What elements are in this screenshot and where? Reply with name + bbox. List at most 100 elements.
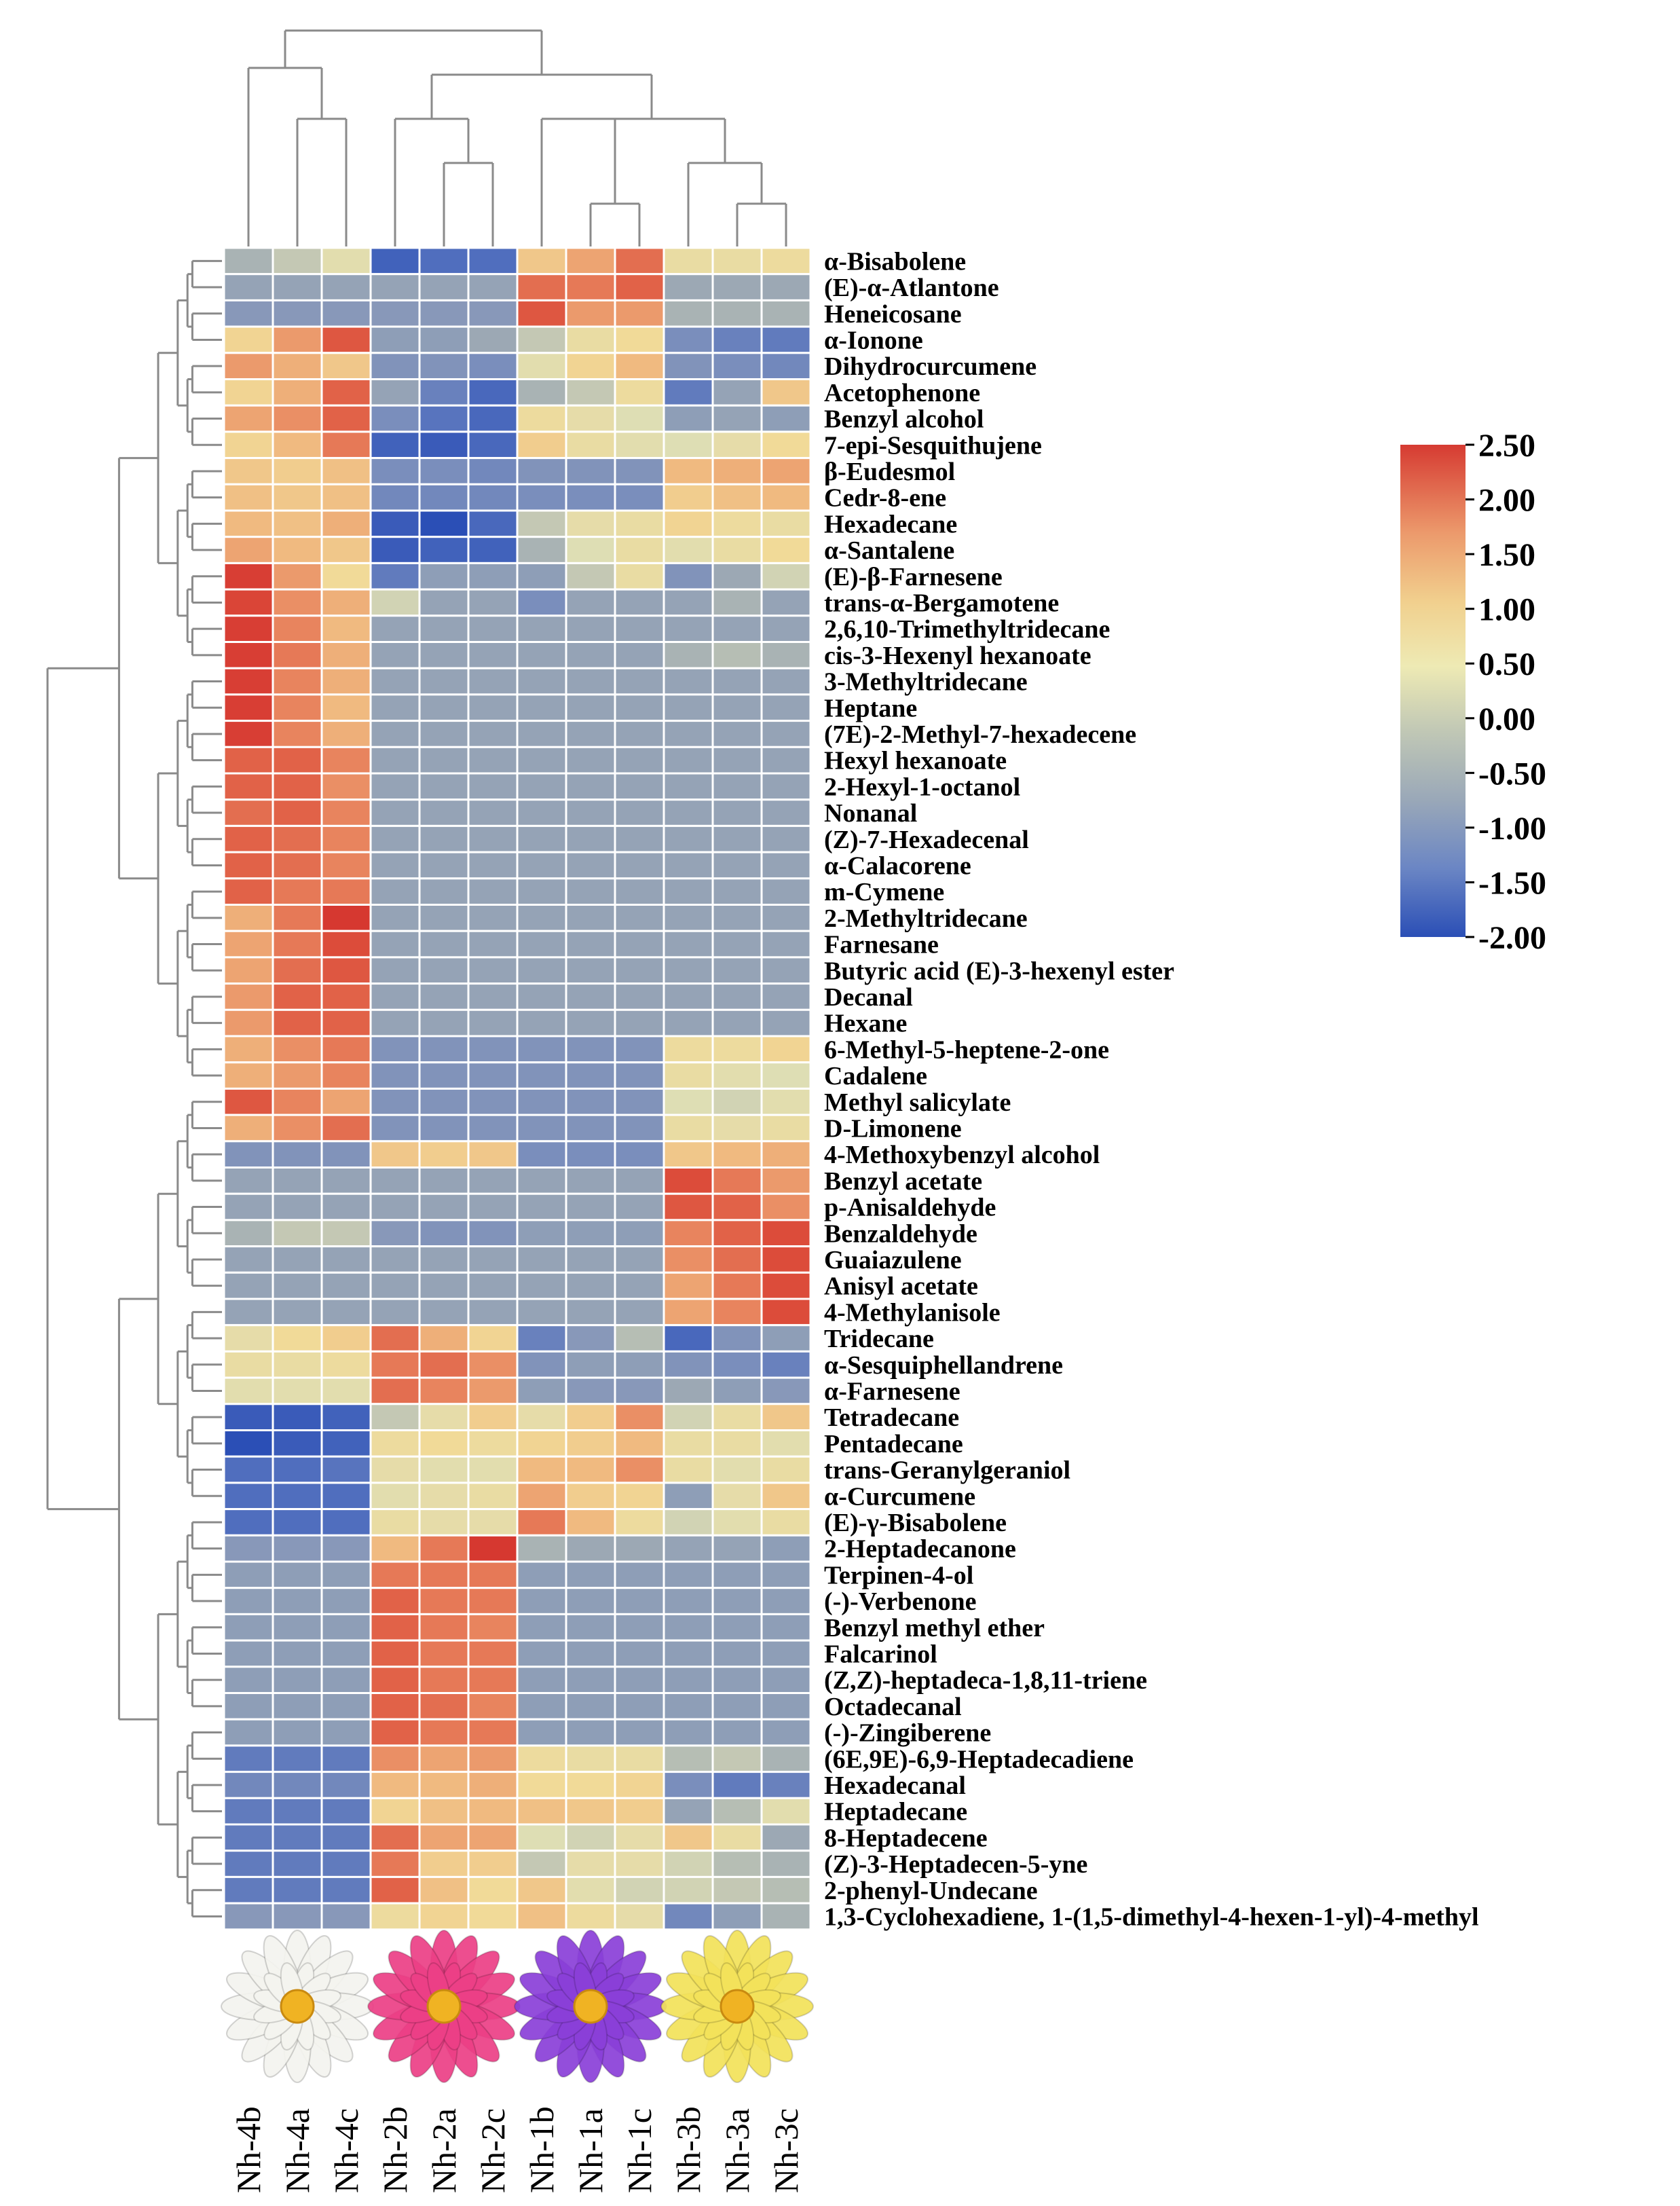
heatmap-cell [467,588,519,617]
heatmap-cell [467,667,519,696]
heatmap-cell [662,720,714,748]
heatmap-cell [565,246,616,276]
heatmap-cell [760,1455,812,1484]
heatmap-cell [272,667,323,696]
heatmap-cell [320,299,372,328]
heatmap-cell [320,1429,372,1458]
heatmap-cell [467,982,519,1011]
heatmap-cell [467,1298,519,1327]
row-label: β-Eudesmol [824,458,955,486]
heatmap-cell [272,641,323,669]
row-label: Octadecanal [824,1693,962,1721]
heatmap-cell [272,246,323,276]
heatmap-cell [614,483,665,512]
heatmap-cell [614,299,665,328]
heatmap-cell [223,982,274,1011]
heatmap-cell [272,1560,323,1589]
heatmap-cell [614,1087,665,1116]
heatmap-cell [614,1376,665,1405]
heatmap-cell [516,273,567,301]
row-label: Anisyl acetate [824,1272,978,1301]
heatmap-cell [760,1823,812,1852]
heatmap-cell [369,483,421,512]
heatmap-cell [369,588,421,617]
heatmap-cell [711,1008,763,1037]
heatmap-cell [662,956,714,985]
heatmap-cell [711,904,763,932]
heatmap-cell [565,299,616,328]
heatmap-cell [467,1403,519,1432]
heatmap-cell [516,1508,567,1537]
heatmap-cell [418,483,470,512]
heatmap-cell [369,352,421,380]
color-scale-bar [1400,445,1466,937]
heatmap-cell [223,956,274,985]
heatmap-cell [516,1166,567,1195]
heatmap-cell [418,299,470,328]
heatmap-cell [711,641,763,669]
heatmap-cell [614,404,665,433]
heatmap-cell [711,798,763,827]
heatmap-cell [320,1797,372,1826]
heatmap-cell [760,1482,812,1511]
heatmap-cell [418,667,470,696]
heatmap-cell [614,246,665,276]
heatmap-cell [369,1771,421,1799]
heatmap-cell [760,1692,812,1721]
heatmap-cell [223,904,274,932]
heatmap-cell [272,352,323,380]
heatmap-cell [760,1639,812,1668]
heatmap-cell [467,299,519,328]
heatmap-cell [516,352,567,380]
heatmap-cell [760,982,812,1011]
heatmap-cell [320,352,372,380]
heatmap-cell [223,746,274,775]
heatmap-cell [662,1008,714,1037]
heatmap-cell [565,1271,616,1300]
heatmap-cell [320,457,372,485]
heatmap-cell [711,1560,763,1589]
heatmap-cell [614,378,665,407]
heatmap-cell [418,536,470,564]
row-label: Pentadecane [824,1430,963,1458]
row-label: α-Calacorene [824,851,971,880]
heatmap-cell [760,1744,812,1773]
heatmap-cell [418,562,470,591]
heatmap-cell [418,1192,470,1221]
heatmap-cell [662,614,714,643]
heatmap-cell [614,1008,665,1037]
heatmap-cell [467,404,519,433]
heatmap-cell [223,1324,274,1353]
heatmap-cell [223,1482,274,1511]
heatmap-cell [565,588,616,617]
row-label: 8-Heptadecene [824,1824,988,1852]
heatmap-cell [223,720,274,748]
heatmap-cell [614,1298,665,1327]
heatmap-cell [467,772,519,801]
heatmap-cell [369,1403,421,1432]
heatmap-cell [711,1324,763,1353]
color-scale-tick-label: -2.00 [1478,920,1546,956]
heatmap-cell [418,1298,470,1327]
heatmap-cell [662,430,714,460]
heatmap-cell [614,1666,665,1695]
row-label: Hexadecane [824,510,957,538]
heatmap-cell [614,1035,665,1064]
heatmap-cell [565,1035,616,1064]
heatmap-cell [272,457,323,485]
heatmap-cell [467,1324,519,1353]
heatmap-cell [565,1245,616,1274]
heatmap-cell [223,1692,274,1721]
heatmap-cell [516,1850,567,1878]
heatmap-cell [662,1534,714,1563]
heatmap-cell [565,1771,616,1799]
heatmap-cell [272,1771,323,1799]
heatmap-cell [516,641,567,669]
heatmap-cell [418,693,470,722]
heatmap-cell [565,1797,616,1826]
heatmap-cell [662,1902,714,1931]
heatmap-cell [272,1797,323,1826]
heatmap-cell [614,693,665,722]
row-label: α-Santalene [824,536,954,565]
color-scale-tick-label: 2.50 [1478,428,1535,464]
